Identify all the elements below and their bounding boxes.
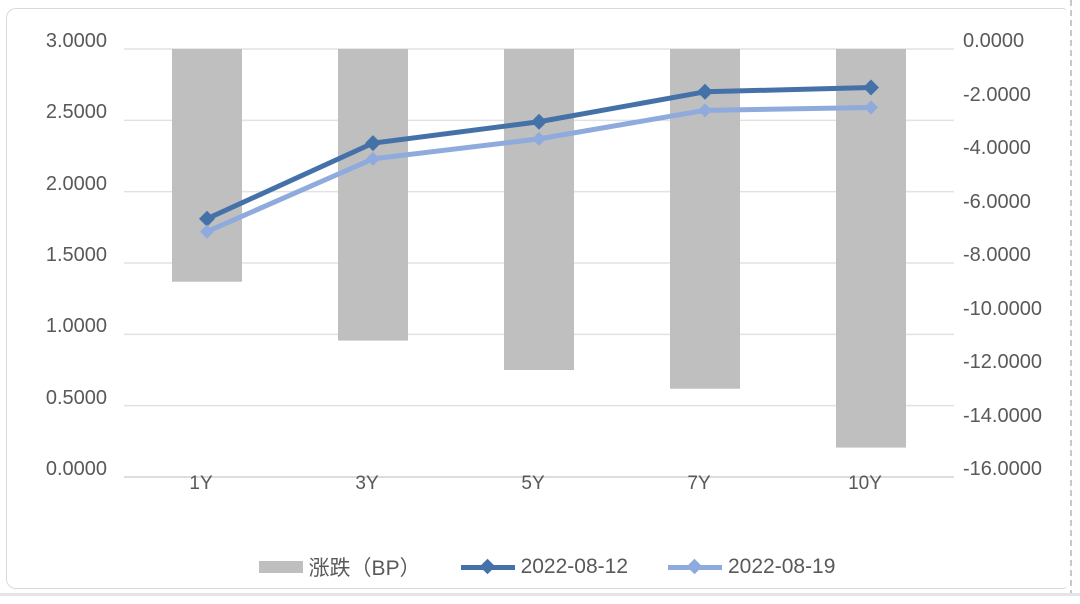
left-axis-tick: 2.0000: [45, 172, 107, 195]
right-axis-tick: -12.0000: [963, 351, 1042, 373]
data-point-marker: [698, 103, 712, 118]
x-axis-tick: 7Y: [687, 473, 711, 494]
right-axis-tick: 0.0000: [963, 30, 1025, 52]
right-axis-tick: -10.0000: [963, 297, 1042, 320]
data-point-marker: [365, 135, 381, 152]
left-axis-tick: 2.5000: [45, 101, 107, 124]
legend-item-line2: 2022-08-19: [668, 555, 835, 579]
legend-label-line1: 2022-08-12: [520, 555, 628, 578]
left-axis-tick: 1.0000: [45, 315, 107, 338]
data-point-marker: [532, 131, 546, 146]
legend-label-line2: 2022-08-19: [728, 555, 836, 578]
right-axis-tick: -2.0000: [963, 83, 1031, 106]
chart-legend: 涨跌（BP） 2022-08-12 2022-08-19: [7, 552, 1080, 582]
right-axis-tick: -4.0000: [963, 137, 1031, 159]
x-axis-tick: 10Y: [848, 473, 882, 494]
right-axis-tick: -8.0000: [963, 244, 1031, 266]
line2-swatch-icon: [668, 558, 722, 575]
bar-swatch-icon: [258, 561, 303, 573]
bar: [172, 49, 242, 282]
bar: [504, 49, 574, 370]
data-point-marker: [697, 83, 713, 100]
x-axis-tick: 3Y: [355, 473, 379, 494]
bar: [670, 49, 740, 389]
data-point-marker: [864, 100, 878, 115]
line1-swatch-icon: [460, 558, 515, 575]
data-point-marker: [200, 224, 214, 239]
x-axis-tick: 5Y: [521, 473, 545, 494]
left-axis-tick: 0.5000: [45, 386, 107, 409]
left-axis-tick: 1.5000: [45, 244, 107, 266]
bar: [836, 49, 906, 448]
x-axis-tick: 1Y: [189, 473, 213, 494]
chart-object[interactable]: 3.0000 2.5000 2.0000 1.5000 1.0000 0.5000 0.00…: [6, 8, 1067, 589]
bar: [338, 49, 408, 341]
chart-plot-area: [124, 48, 954, 478]
legend-item-line1: 2022-08-12: [460, 555, 628, 579]
data-point-marker: [366, 151, 380, 166]
horizontal-rule: [0, 593, 1080, 596]
right-axis-tick: -16.0000: [963, 458, 1042, 480]
data-point-marker: [199, 210, 215, 227]
right-axis-tick: -6.0000: [963, 190, 1031, 213]
left-axis-tick: 3.0000: [45, 30, 107, 52]
page-break-dashed-line: [1070, 0, 1072, 596]
right-axis-tick: -14.0000: [963, 404, 1042, 427]
left-axis-tick: 0.0000: [45, 458, 107, 480]
legend-item-bar: 涨跌（BP）: [258, 552, 421, 582]
data-point-marker: [531, 113, 547, 130]
legend-label-bar: 涨跌（BP）: [308, 557, 421, 580]
data-point-marker: [863, 79, 879, 96]
